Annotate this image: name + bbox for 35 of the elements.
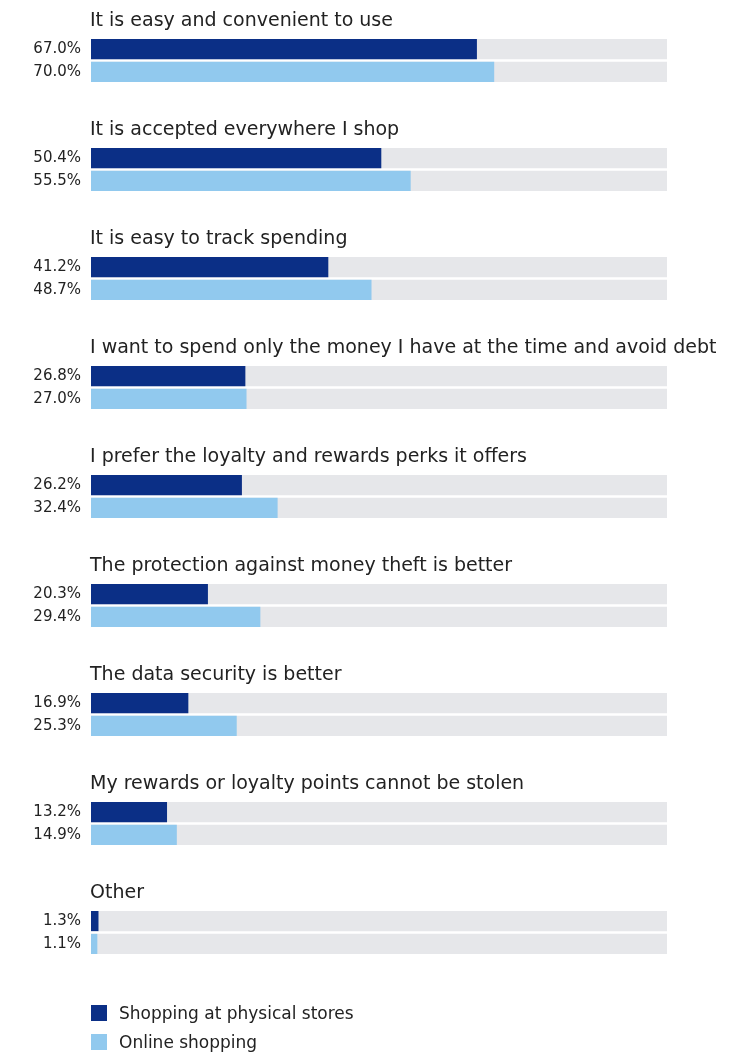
data-label: 50.4% [33,147,81,166]
data-label: 1.1% [42,933,81,952]
data-label: 55.5% [33,170,81,189]
data-label: 27.0% [33,388,81,407]
y-tick-label: Other [90,879,145,902]
y-tick-label: My rewards or loyalty points cannot be stolen [90,770,525,793]
y-tick-label: It is accepted everywhere I shop [90,116,400,139]
data-label: 20.3% [33,583,81,602]
data-label: 16.9% [33,692,81,711]
data-label: 26.8% [33,365,81,384]
bar [91,692,189,714]
y-tick-label: It is easy and convenient to use [90,7,393,30]
bar [91,910,99,932]
data-label: 32.4% [33,497,81,516]
data-label: 29.4% [33,606,81,625]
y-tick-label: It is easy to track spending [90,225,348,248]
data-label: 1.3% [42,910,81,929]
y-tick-label: I prefer the loyalty and rewards perks it offers [90,443,527,466]
y-tick-label: The protection against money theft is better [89,552,513,575]
data-label: 13.2% [33,801,81,820]
bar [91,933,98,955]
data-label: 48.7% [33,279,81,298]
data-label: 67.0% [33,38,81,57]
legend-label: Online shopping [119,1031,258,1052]
y-tick-label: I want to spend only the money I have at the time and avoid debt [90,334,717,357]
bar [91,583,208,605]
bar [91,801,168,823]
data-label: 41.2% [33,256,81,275]
y-tick-label: The data security is better [89,661,342,684]
data-label: 70.0% [33,61,81,80]
data-label: 14.9% [33,824,81,843]
bar [91,824,177,846]
legend-label: Shopping at physical stores [119,1002,354,1023]
data-label: 25.3% [33,715,81,734]
data-label: 26.2% [33,474,81,493]
